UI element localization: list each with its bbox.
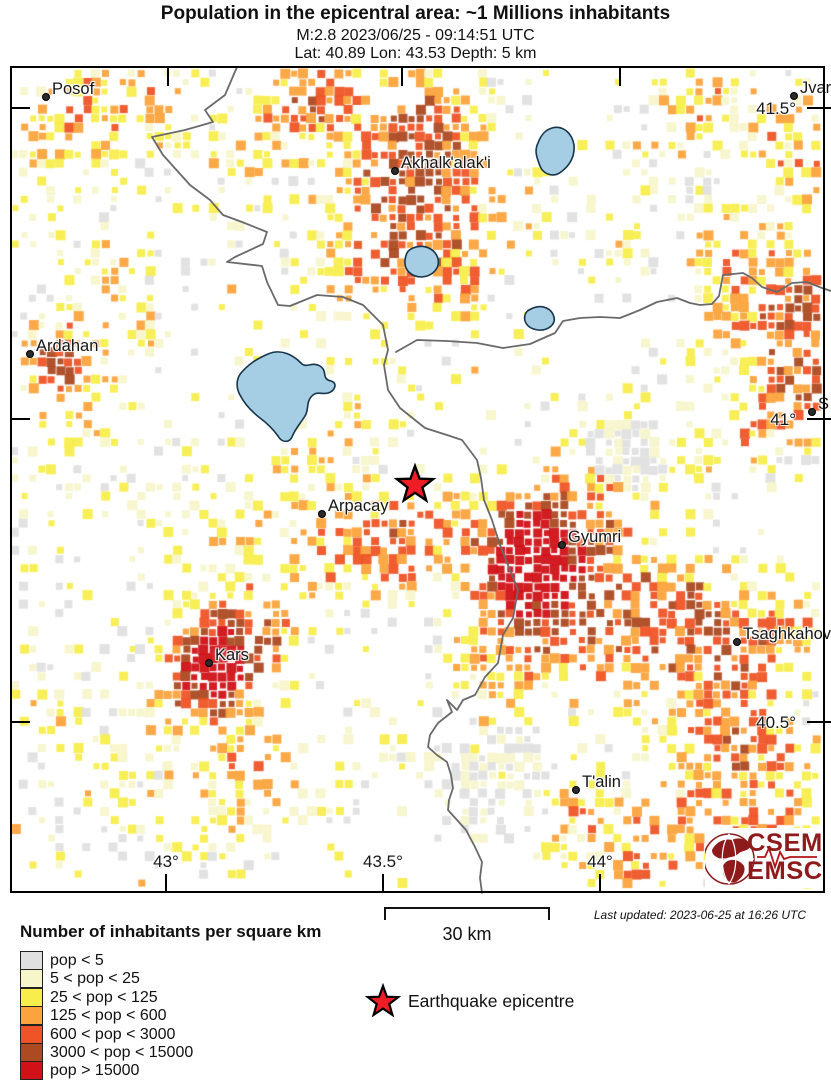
logo-globe-icon (703, 833, 817, 885)
logo-heartbeat-icon (757, 845, 817, 870)
graticule-tick (401, 67, 403, 86)
graticule-tick (599, 874, 601, 892)
graticule-tick (11, 107, 30, 109)
graticule-tick (165, 874, 167, 892)
csem-emsc-logo: CSEM EMSC (703, 828, 830, 888)
graticule-tick (167, 67, 169, 86)
graticule-tick (807, 418, 831, 420)
logo-text-emsc: EMSC (747, 857, 823, 885)
graticule-tick (11, 721, 30, 723)
graticule-tick (807, 107, 831, 109)
graticule-tick (11, 418, 30, 420)
graticule-tick (382, 874, 384, 892)
logo-text-csem: CSEM (747, 829, 823, 857)
graticule-tick (619, 67, 621, 86)
graticule-tick (807, 721, 831, 723)
